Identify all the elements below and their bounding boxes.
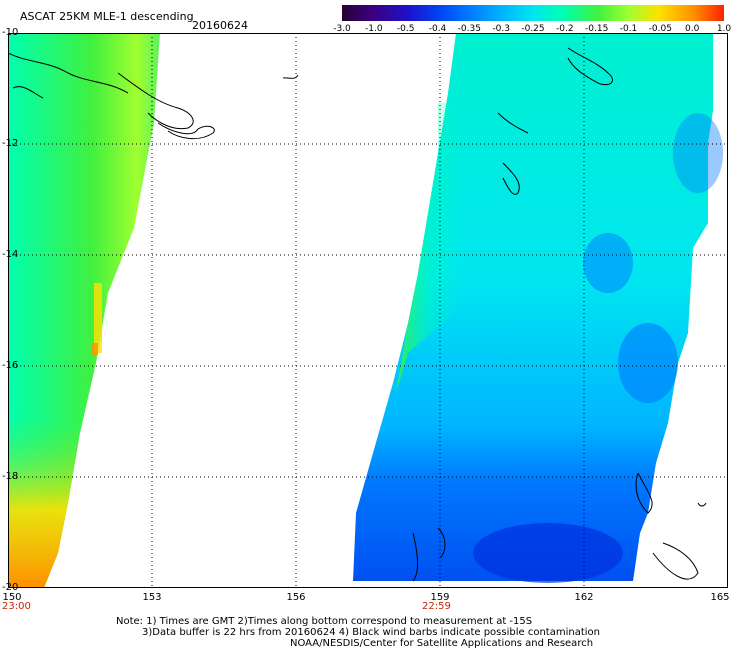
swath-right <box>353 33 723 583</box>
colorbar-tick-label: -0.3 <box>492 24 510 34</box>
latitude-tick-label: -14 <box>2 249 19 260</box>
note-line-2: 3)Data buffer is 22 hrs from 20160624 4)… <box>142 627 600 638</box>
colorbar-tick-label: -1.0 <box>365 24 383 34</box>
colorbar-tick-label: -0.1 <box>619 24 638 34</box>
colorbar-tick-label: -0.05 <box>648 24 672 34</box>
product-date: 20160624 <box>192 19 248 32</box>
colorbar <box>342 5 724 21</box>
product-title: ASCAT 25KM MLE-1 descending <box>20 10 194 23</box>
colorbar-tick-label: -0.4 <box>428 24 447 34</box>
latitude-tick-label: -18 <box>2 471 19 482</box>
colorbar-tick-label: -0.35 <box>457 24 481 34</box>
latitude-tick-label: -10 <box>2 27 19 38</box>
colorbar-tick-label: 1.0 <box>716 24 732 34</box>
pass-time-label: 22:59 <box>422 601 451 612</box>
note-line-1: Note: 1) Times are GMT 2)Times along bot… <box>116 616 533 627</box>
map-grid <box>8 33 728 588</box>
colorbar-tick-label: -0.2 <box>556 24 574 34</box>
swath-left <box>8 33 160 588</box>
map-panel <box>8 33 728 588</box>
colorbar-tick-label: -0.25 <box>521 24 545 34</box>
note-line-3: NOAA/NESDIS/Center for Satellite Applica… <box>290 638 594 649</box>
longitude-tick-label: 165 <box>710 592 730 603</box>
longitude-tick-label: 159 <box>430 592 450 603</box>
colorbar-tick-label: -3.0 <box>333 24 351 34</box>
map-frame <box>8 33 728 588</box>
longitude-labels: 150 153 156 159 162 165 <box>0 592 740 604</box>
longitude-tick-label: 150 <box>2 592 22 603</box>
coastlines <box>8 47 707 582</box>
pass-time-label: 23:00 <box>2 601 31 612</box>
longitude-tick-label: 156 <box>286 592 306 603</box>
latitude-tick-label: -16 <box>2 360 19 371</box>
longitude-tick-label: 153 <box>142 592 162 603</box>
colorbar-labels: -3.0 -1.0 -0.5 -0.4 -0.35 -0.3 -0.25 -0.2 -0.15-… <box>330 24 732 38</box>
latitude-tick-label: -12 <box>2 138 19 149</box>
longitude-tick-label: 162 <box>574 592 594 603</box>
colorbar-tick-label: -0.5 <box>396 24 415 34</box>
colorbar-tick-label: -0.15 <box>585 24 609 34</box>
colorbar-tick-label: 0.0 <box>684 24 700 34</box>
latitude-tick-label: -20 <box>2 582 19 593</box>
